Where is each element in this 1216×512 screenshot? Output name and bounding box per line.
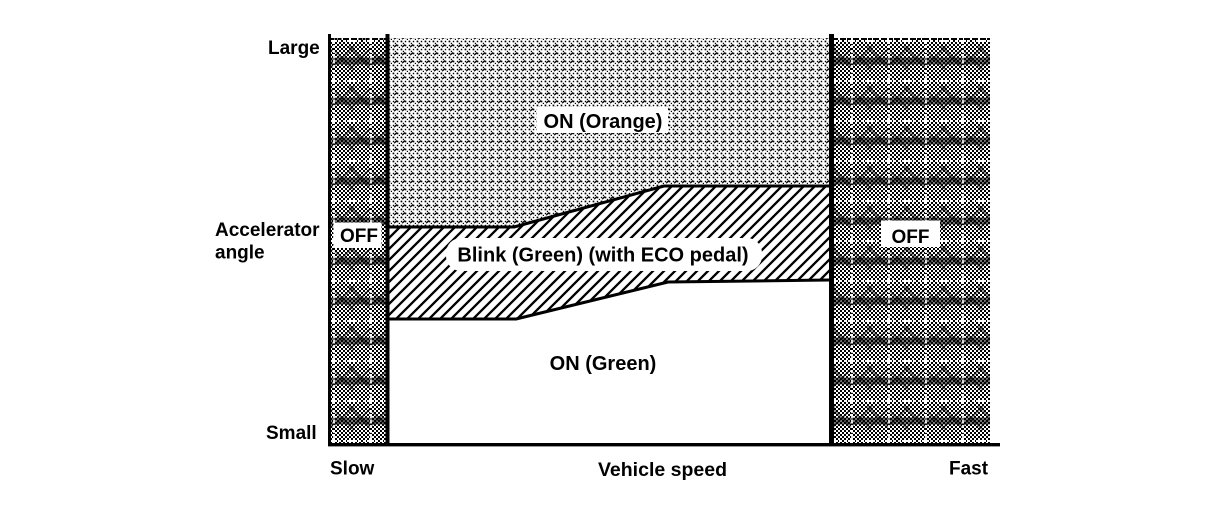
svg-text:OFF: OFF xyxy=(340,226,378,247)
svg-text:Fast: Fast xyxy=(949,459,989,480)
svg-text:ON (Orange): ON (Orange) xyxy=(544,111,663,133)
svg-text:Blink (Green) (with ECO pedal): Blink (Green) (with ECO pedal) xyxy=(457,245,748,267)
svg-text:angle: angle xyxy=(215,243,265,264)
svg-text:Small: Small xyxy=(266,423,317,444)
svg-text:Vehicle speed: Vehicle speed xyxy=(598,459,727,481)
svg-text:Slow: Slow xyxy=(330,459,375,480)
svg-text:Large: Large xyxy=(268,38,320,59)
svg-text:Accelerator: Accelerator xyxy=(215,220,320,241)
svg-text:ON (Green): ON (Green) xyxy=(550,353,657,375)
svg-text:OFF: OFF xyxy=(892,227,930,248)
